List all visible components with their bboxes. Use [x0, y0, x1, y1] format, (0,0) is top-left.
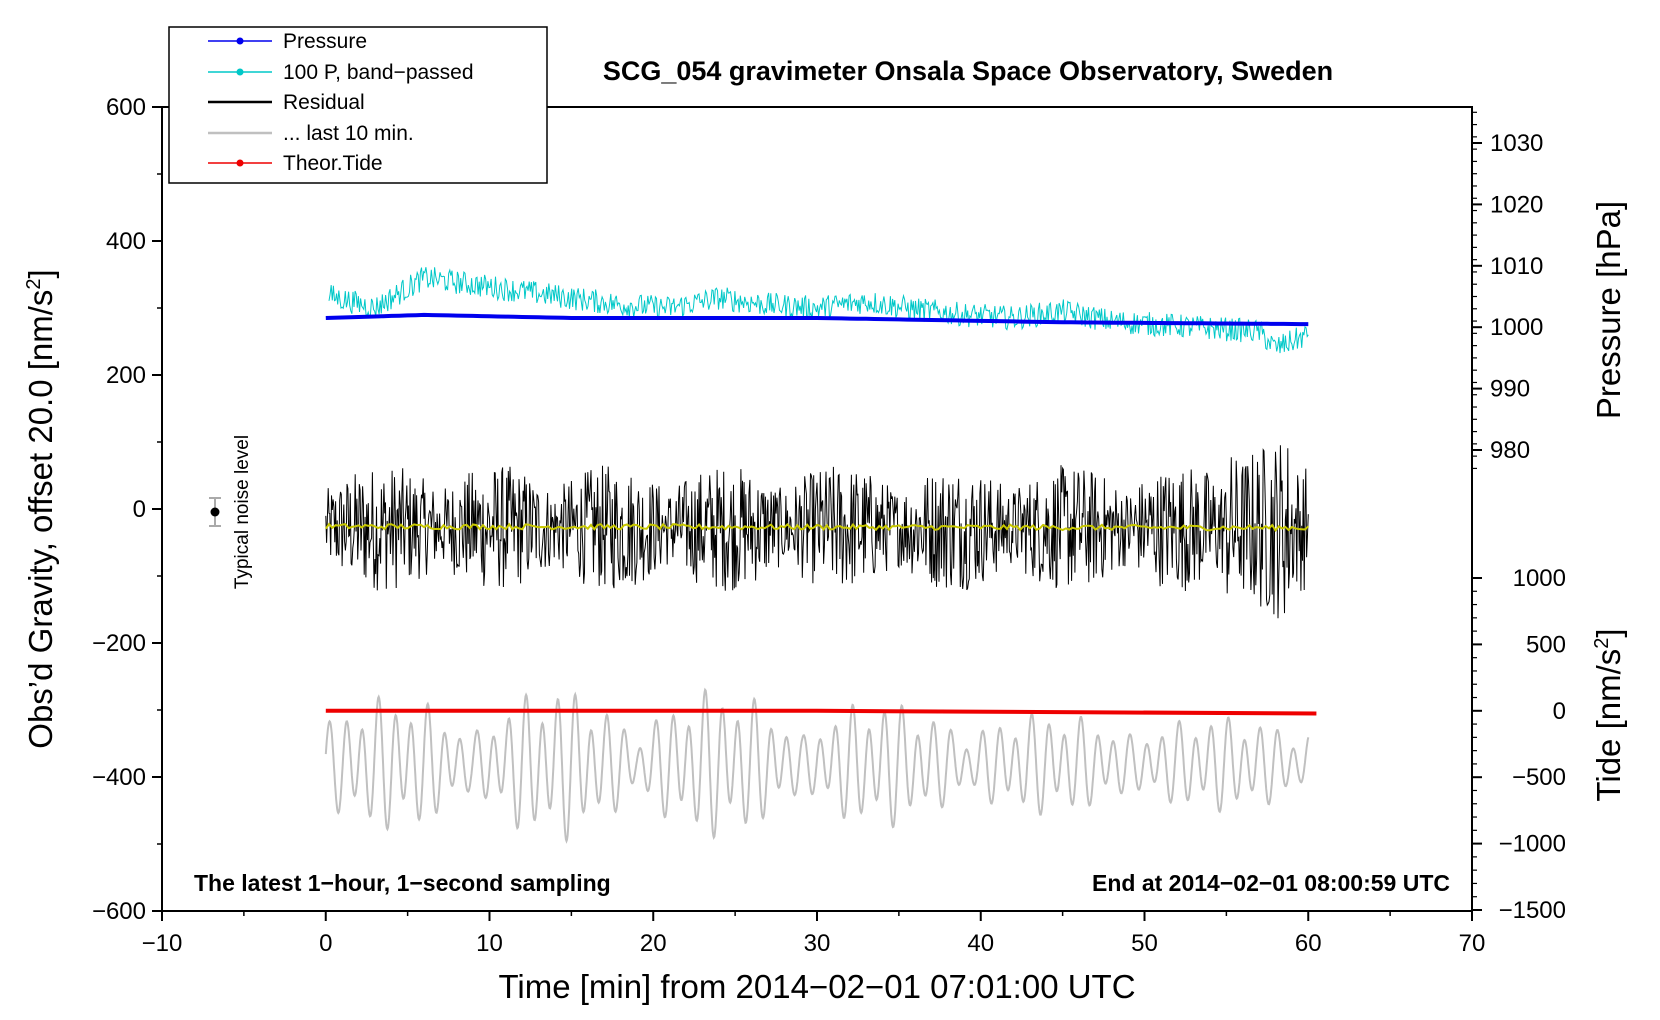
- noise-point: [210, 507, 220, 517]
- series-pressure: [325, 312, 1309, 327]
- x-axis-title: Time [min] from 2014−02−01 07:01:00 UTC: [498, 968, 1135, 1005]
- tide-axis-title-main: Tide [nm/s: [1590, 649, 1627, 802]
- y-axis-title-close: ]: [22, 269, 59, 278]
- x-tick-label: 10: [476, 930, 503, 957]
- x-tick-label: −10: [142, 930, 183, 957]
- pressure-tick-label: 1000: [1490, 314, 1543, 341]
- tide-axis-title-sup: 2: [1591, 638, 1613, 649]
- annotation-left: The latest 1−hour, 1−second sampling: [194, 870, 611, 896]
- pressure-tick-label: 1010: [1490, 253, 1543, 280]
- legend: Pressure 100 P, band−passed Residual ...…: [168, 26, 548, 184]
- series-last-10-min: [324, 687, 1310, 844]
- pressure-axis-title: Pressure [hPa]: [1590, 201, 1627, 419]
- y-tick-label: −200: [92, 630, 146, 657]
- pressure-tick-label: 990: [1490, 376, 1530, 403]
- chart-title: SCG_054 gravimeter Onsala Space Observat…: [603, 56, 1333, 86]
- y-tick-label: 200: [106, 362, 146, 389]
- x-tick-label: 20: [640, 930, 667, 957]
- x-axis: −10 0 10 20 30 40 50 60 70: [142, 911, 1486, 957]
- legend-marker-tide: [236, 159, 244, 167]
- tide-tick-label: 500: [1526, 631, 1566, 658]
- y-tick-label: −400: [92, 764, 146, 791]
- legend-label-tide: Theor.Tide: [283, 152, 383, 175]
- y-axis-title: Obs’d Gravity, offset 20.0 [nm/s2]: [22, 269, 59, 748]
- tide-axis-title: Tide [nm/s2]: [1590, 628, 1627, 801]
- tide-tick-label: 1000: [1513, 565, 1566, 592]
- tide-axis-title-close: ]: [1590, 628, 1627, 637]
- y-tick-label: 0: [133, 496, 146, 523]
- x-tick-label: 40: [967, 930, 994, 957]
- series-theor-tide: [325, 708, 1317, 716]
- series-layer: [324, 267, 1317, 844]
- y-tick-label: 600: [106, 94, 146, 121]
- x-tick-label: 50: [1131, 930, 1158, 957]
- x-tick-label: 30: [804, 930, 831, 957]
- tide-tick-label: −1500: [1499, 897, 1566, 924]
- x-tick-label: 60: [1295, 930, 1322, 957]
- y-axis: 600 400 200 0 −200 −400 −600: [92, 94, 162, 925]
- annotation-right: End at 2014−02−01 08:00:59 UTC: [1092, 870, 1450, 896]
- pressure-tick-label: 1030: [1490, 130, 1543, 157]
- pressure-axis: 1030 1020 1010 1000 990 980: [1472, 111, 1543, 470]
- x-tick-label: 70: [1459, 930, 1486, 957]
- series-residual: [325, 445, 1309, 619]
- series-band-passed: [328, 267, 1309, 354]
- legend-marker-bandpassed: [236, 68, 244, 76]
- tide-tick-label: −1000: [1499, 831, 1566, 858]
- y-axis-title-main: Obs’d Gravity, offset 20.0 [nm/s: [22, 290, 59, 749]
- legend-label-bandpassed: 100 P, band−passed: [283, 61, 474, 84]
- noise-level-marker: [209, 497, 221, 527]
- series-residual-smoothed: [324, 522, 1309, 533]
- pressure-tick-label: 980: [1490, 437, 1530, 464]
- tide-axis: 1000 500 0 −500 −1000 −1500: [1472, 565, 1566, 924]
- legend-marker-pressure: [236, 37, 244, 45]
- legend-label-residual: Residual: [283, 91, 365, 114]
- legend-label-pressure: Pressure: [283, 30, 367, 53]
- x-tick-label: 0: [319, 930, 332, 957]
- y-tick-label: 400: [106, 228, 146, 255]
- legend-box: [168, 26, 548, 184]
- tide-tick-label: 0: [1553, 698, 1566, 725]
- y-axis-title-sup: 2: [23, 278, 45, 289]
- noise-level-label: Typical noise level: [232, 435, 253, 589]
- legend-label-last10: ... last 10 min.: [283, 122, 414, 145]
- pressure-tick-label: 1020: [1490, 191, 1543, 218]
- tide-tick-label: −500: [1512, 764, 1566, 791]
- y-tick-label: −600: [92, 898, 146, 925]
